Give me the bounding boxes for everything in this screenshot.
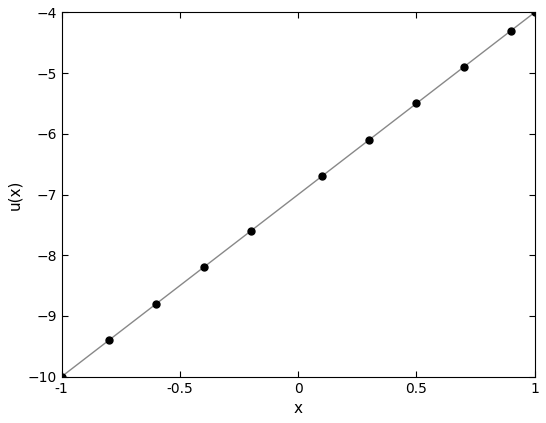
X-axis label: x: x (294, 401, 302, 416)
Y-axis label: u(x): u(x) (7, 179, 22, 210)
